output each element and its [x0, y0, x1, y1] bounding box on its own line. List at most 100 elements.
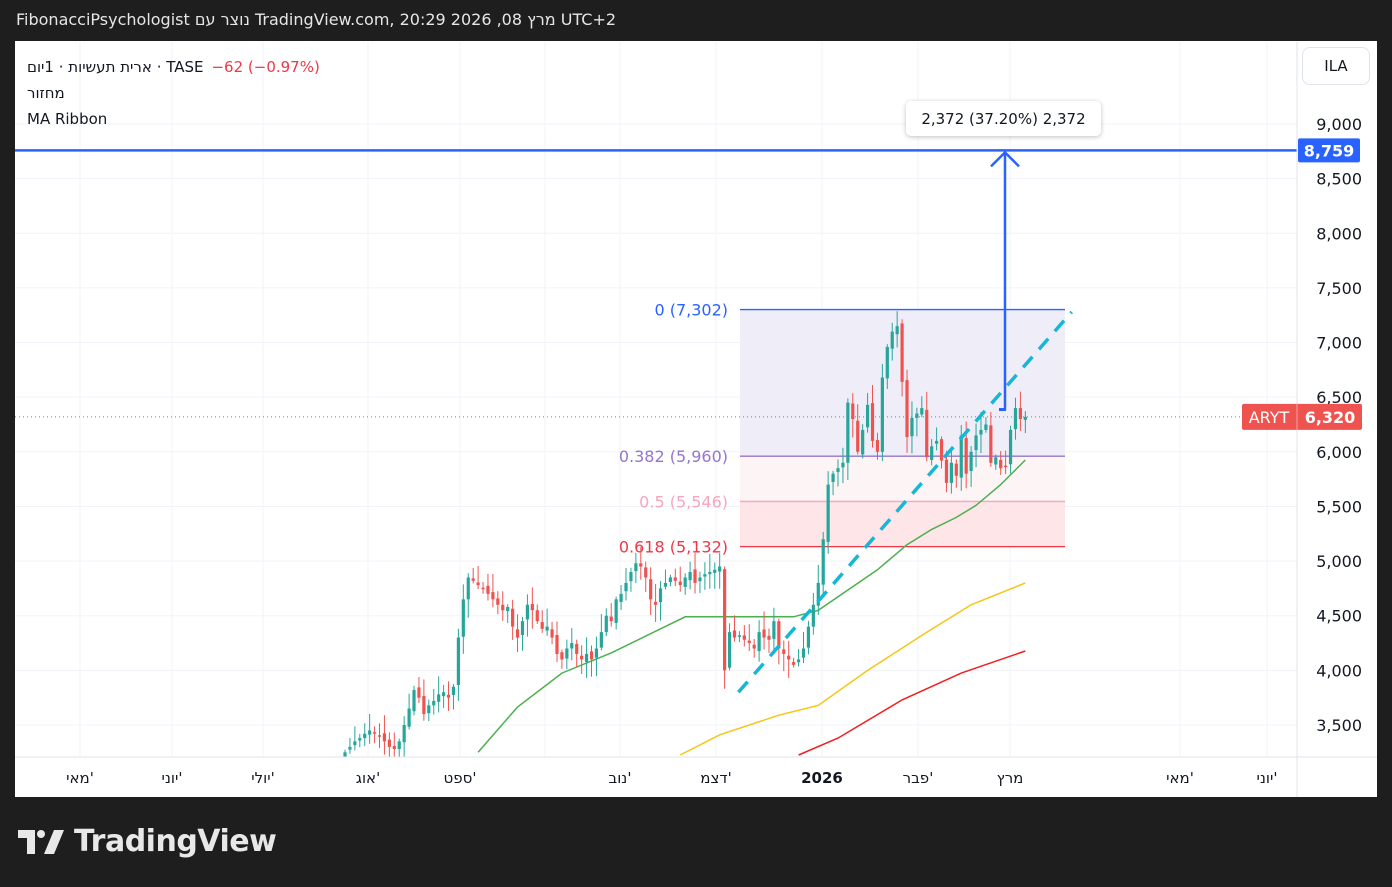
- candle-body[interactable]: [683, 577, 687, 587]
- candle-body[interactable]: [624, 582, 628, 592]
- candle-body[interactable]: [407, 708, 411, 727]
- candle-body[interactable]: [811, 604, 815, 627]
- candle-body[interactable]: [979, 429, 983, 435]
- candle-body[interactable]: [609, 616, 613, 622]
- candle-body[interactable]: [688, 572, 692, 581]
- candle-body[interactable]: [930, 446, 934, 460]
- candle-body[interactable]: [910, 417, 914, 437]
- candle-body[interactable]: [486, 585, 490, 594]
- candle-body[interactable]: [402, 724, 406, 743]
- candle-body[interactable]: [870, 403, 875, 441]
- candle-body[interactable]: [658, 588, 663, 603]
- candle-body[interactable]: [777, 621, 781, 649]
- candle-body[interactable]: [604, 615, 608, 633]
- candle-body[interactable]: [456, 637, 460, 685]
- candle-body[interactable]: [451, 686, 456, 696]
- candle-body[interactable]: [727, 632, 732, 668]
- candle-body[interactable]: [506, 606, 510, 612]
- candle-body[interactable]: [368, 730, 372, 735]
- candle-body[interactable]: [555, 634, 559, 654]
- candle-body[interactable]: [989, 425, 993, 463]
- candle-body[interactable]: [757, 632, 761, 652]
- candle-body[interactable]: [718, 566, 722, 572]
- candle-body[interactable]: [520, 621, 525, 635]
- candle-body[interactable]: [427, 705, 431, 714]
- candle-body[interactable]: [634, 563, 638, 572]
- legend-indicator-ma-ribbon[interactable]: MA Ribbon: [27, 110, 108, 128]
- candle-body[interactable]: [984, 424, 988, 430]
- candle-body[interactable]: [491, 592, 495, 600]
- candle-body[interactable]: [939, 439, 944, 461]
- candle-body[interactable]: [639, 563, 643, 567]
- candle-body[interactable]: [525, 604, 530, 620]
- candle-body[interactable]: [890, 331, 894, 349]
- candle-body[interactable]: [584, 653, 589, 663]
- candle-body[interactable]: [382, 733, 387, 742]
- candle-body[interactable]: [954, 463, 958, 476]
- candle-body[interactable]: [653, 601, 658, 605]
- candle-body[interactable]: [673, 577, 677, 581]
- candle-body[interactable]: [737, 635, 741, 637]
- candle-body[interactable]: [767, 635, 771, 640]
- candle-body[interactable]: [959, 435, 963, 478]
- candle-body[interactable]: [949, 462, 953, 483]
- candle-body[interactable]: [1018, 408, 1023, 420]
- candle-body[interactable]: [787, 655, 791, 660]
- candle-body[interactable]: [580, 655, 584, 660]
- candle-body[interactable]: [377, 735, 382, 737]
- candle-body[interactable]: [668, 577, 672, 583]
- candle-body[interactable]: [826, 484, 830, 542]
- candle-body[interactable]: [723, 569, 727, 671]
- candle-body[interactable]: [782, 649, 786, 654]
- tradingview-logo[interactable]: TradingView: [18, 824, 277, 859]
- candle-body[interactable]: [614, 599, 618, 623]
- candle-body[interactable]: [629, 572, 633, 582]
- candle-body[interactable]: [565, 648, 569, 659]
- candle-body[interactable]: [575, 643, 579, 654]
- candle-body[interactable]: [999, 459, 1003, 469]
- candle-body[interactable]: [1008, 429, 1013, 465]
- candle-body[interactable]: [446, 694, 451, 698]
- candle-body[interactable]: [496, 598, 500, 605]
- candle-body[interactable]: [806, 626, 811, 648]
- candle-body[interactable]: [348, 746, 352, 750]
- candle-body[interactable]: [969, 451, 973, 472]
- candle-body[interactable]: [358, 738, 362, 741]
- candle-body[interactable]: [481, 587, 485, 590]
- candle-body[interactable]: [698, 577, 702, 582]
- candle-body[interactable]: [831, 473, 835, 482]
- candle-body[interactable]: [540, 622, 544, 629]
- candle-body[interactable]: [372, 732, 377, 734]
- candle-body[interactable]: [599, 632, 603, 648]
- candle-body[interactable]: [412, 690, 416, 712]
- candle-body[interactable]: [353, 741, 357, 746]
- candle-body[interactable]: [851, 403, 855, 420]
- candle-body[interactable]: [678, 581, 682, 586]
- candle-body[interactable]: [856, 420, 860, 452]
- candle-body[interactable]: [836, 468, 840, 472]
- candle-body[interactable]: [994, 457, 998, 465]
- candle-body[interactable]: [387, 739, 391, 747]
- candle-body[interactable]: [796, 659, 801, 663]
- candle-body[interactable]: [545, 626, 549, 631]
- candle-body[interactable]: [530, 603, 534, 611]
- candle-body[interactable]: [437, 694, 441, 702]
- candle-body[interactable]: [880, 377, 884, 452]
- candle-body[interactable]: [570, 643, 574, 649]
- candle-body[interactable]: [752, 644, 756, 649]
- candle-body[interactable]: [935, 440, 939, 444]
- candle-body[interactable]: [471, 578, 475, 581]
- currency-button[interactable]: ILA: [1302, 47, 1370, 85]
- candle-body[interactable]: [343, 752, 347, 757]
- candle-body[interactable]: [397, 741, 401, 750]
- candle-body[interactable]: [392, 745, 396, 750]
- candle-body[interactable]: [713, 569, 717, 573]
- candle-body[interactable]: [535, 610, 539, 622]
- candle-body[interactable]: [762, 629, 766, 638]
- chart-panel[interactable]: [15, 41, 1377, 797]
- candle-body[interactable]: [900, 323, 904, 382]
- candle-body[interactable]: [964, 438, 968, 474]
- candle-body[interactable]: [422, 695, 426, 715]
- candle-body[interactable]: [816, 582, 820, 606]
- candle-body[interactable]: [476, 582, 480, 586]
